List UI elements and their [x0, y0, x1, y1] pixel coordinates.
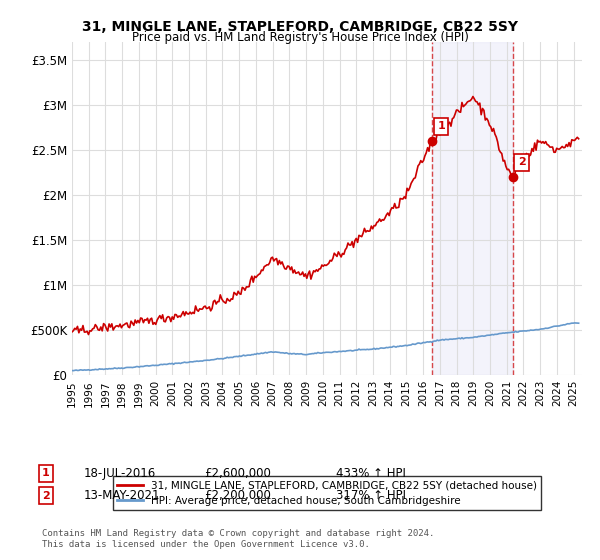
Text: £2,600,000: £2,600,000 [204, 466, 271, 480]
Legend: 31, MINGLE LANE, STAPLEFORD, CAMBRIDGE, CB22 5SY (detached house), HPI: Average : 31, MINGLE LANE, STAPLEFORD, CAMBRIDGE, … [113, 477, 541, 510]
Text: £2,200,000: £2,200,000 [204, 489, 271, 502]
Text: 1: 1 [42, 468, 50, 478]
Text: 1: 1 [437, 122, 445, 132]
Text: 13-MAY-2021: 13-MAY-2021 [84, 489, 161, 502]
Text: 317% ↑ HPI: 317% ↑ HPI [336, 489, 406, 502]
Bar [432, 42, 513, 375]
Text: 433% ↑ HPI: 433% ↑ HPI [336, 466, 406, 480]
Text: Price paid vs. HM Land Registry's House Price Index (HPI): Price paid vs. HM Land Registry's House … [131, 31, 469, 44]
Text: 31, MINGLE LANE, STAPLEFORD, CAMBRIDGE, CB22 5SY: 31, MINGLE LANE, STAPLEFORD, CAMBRIDGE, … [82, 20, 518, 34]
Text: 2: 2 [42, 491, 50, 501]
Text: Contains HM Land Registry data © Crown copyright and database right 2024.
This d: Contains HM Land Registry data © Crown c… [42, 529, 434, 549]
Text: 2: 2 [518, 157, 526, 167]
Text: 18-JUL-2016: 18-JUL-2016 [84, 466, 156, 480]
